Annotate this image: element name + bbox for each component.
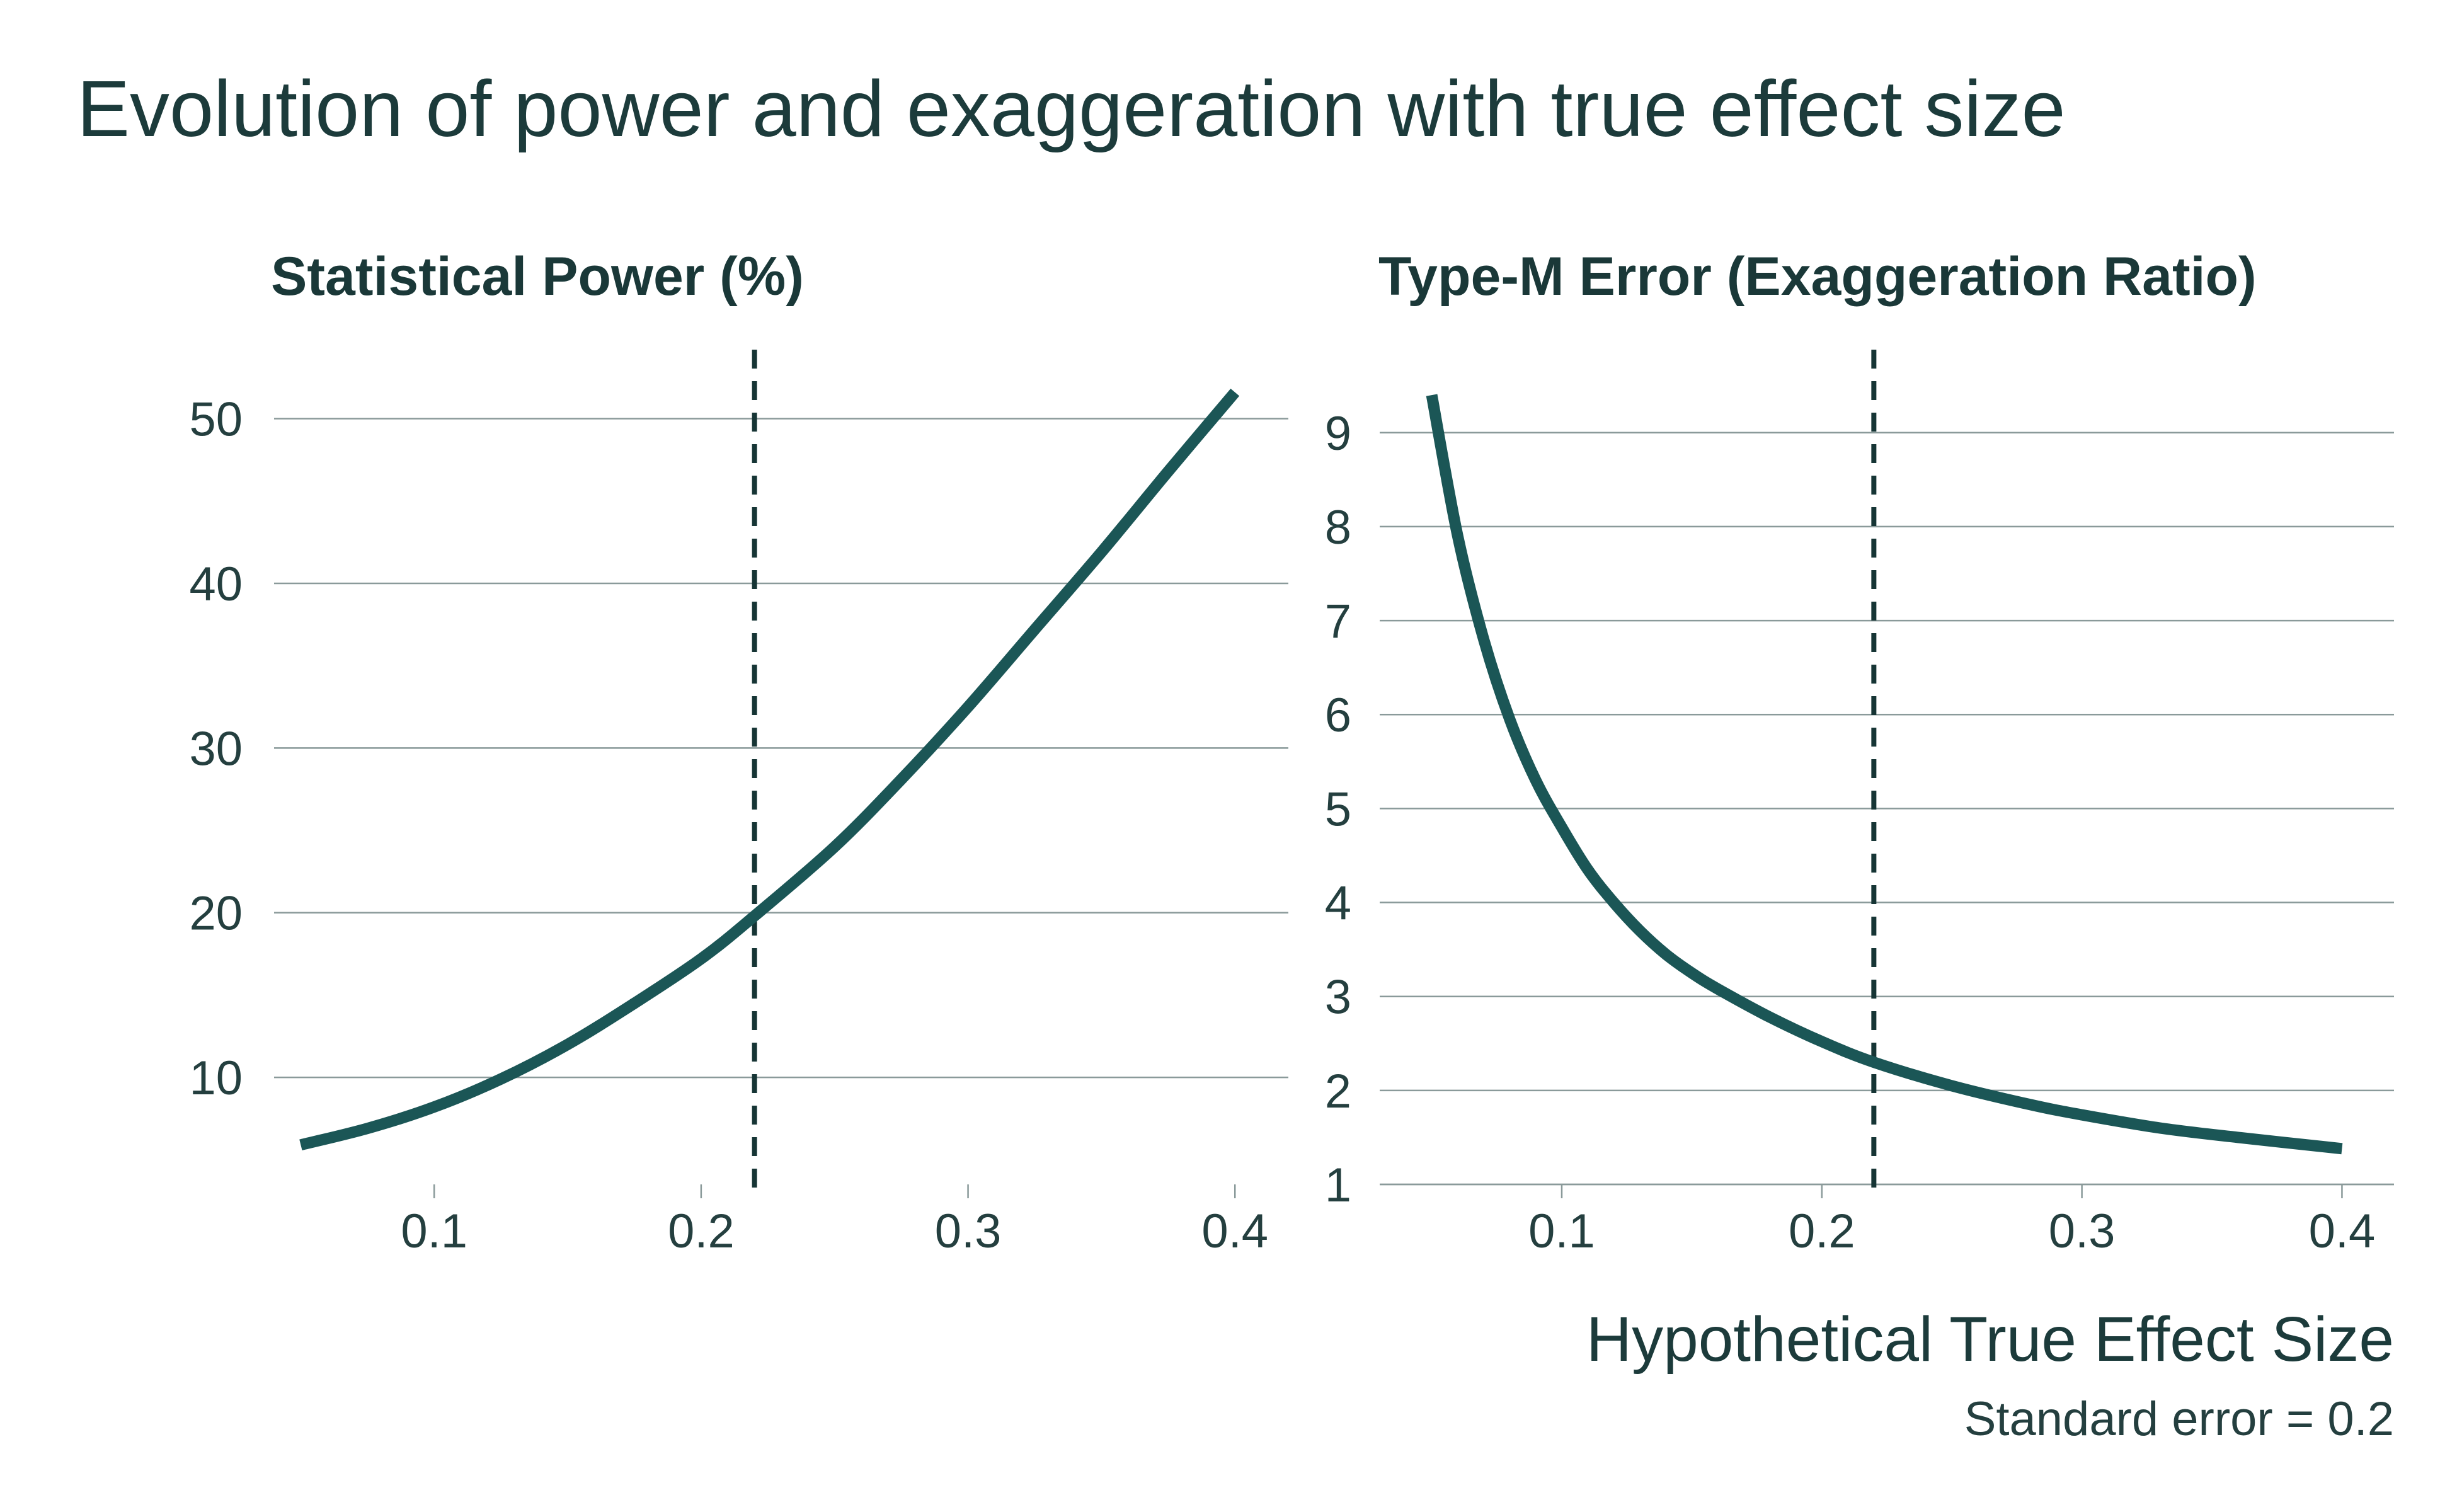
power-y-tick-label: 30 [189, 722, 243, 776]
type-m-y-tick-label: 1 [1325, 1159, 1351, 1212]
power-x-tick-label: 0.2 [668, 1205, 735, 1258]
power-x-tick-label: 0.3 [935, 1205, 1002, 1258]
power-y-tick-label: 40 [189, 558, 243, 611]
power-x-tick-label: 0.1 [401, 1205, 467, 1258]
type-m-y-tick-label: 4 [1325, 877, 1351, 931]
type-m-x-tick-label: 0.4 [2309, 1205, 2376, 1258]
standard-error-caption: Standard error = 0.2 [1964, 1392, 2394, 1446]
power-y-tick-label: 10 [189, 1051, 243, 1105]
type-m-y-tick-label: 5 [1325, 782, 1351, 836]
type-m-y-tick-label: 3 [1325, 971, 1351, 1024]
power-y-tick-label: 50 [189, 393, 243, 447]
type-m-x-tick-label: 0.1 [1528, 1205, 1595, 1258]
power-series-line [299, 388, 1240, 1151]
type-m-y-tick-label: 2 [1325, 1065, 1351, 1118]
type-m-y-tick-label: 6 [1325, 689, 1351, 742]
x-axis-label: Hypothetical True Effect Size [1586, 1304, 2394, 1375]
power-y-tick-label: 20 [189, 887, 243, 941]
type-m-y-tick-label: 8 [1325, 501, 1351, 554]
power-panel: Statistical Power (%) 10 20 30 40 50 0.1 0.2 0.… [189, 246, 1288, 1258]
figure-title: Evolution of power and exaggeration with… [77, 64, 2066, 153]
type-m-x-tick-label: 0.3 [2049, 1205, 2116, 1258]
power-panel-title: Statistical Power (%) [271, 246, 804, 307]
type-m-panel-title: Type-M Error (Exaggeration Ratio) [1378, 246, 2257, 307]
type-m-series-line [1426, 394, 2343, 1155]
type-m-panel: Type-M Error (Exaggeration Ratio) 1 2 3 4 5 6… [1325, 246, 2394, 1258]
type-m-y-tick-label: 7 [1325, 595, 1351, 648]
power-x-tick-label: 0.4 [1201, 1205, 1268, 1258]
type-m-y-tick-label: 9 [1325, 407, 1351, 461]
type-m-x-tick-label: 0.2 [1789, 1205, 1855, 1258]
